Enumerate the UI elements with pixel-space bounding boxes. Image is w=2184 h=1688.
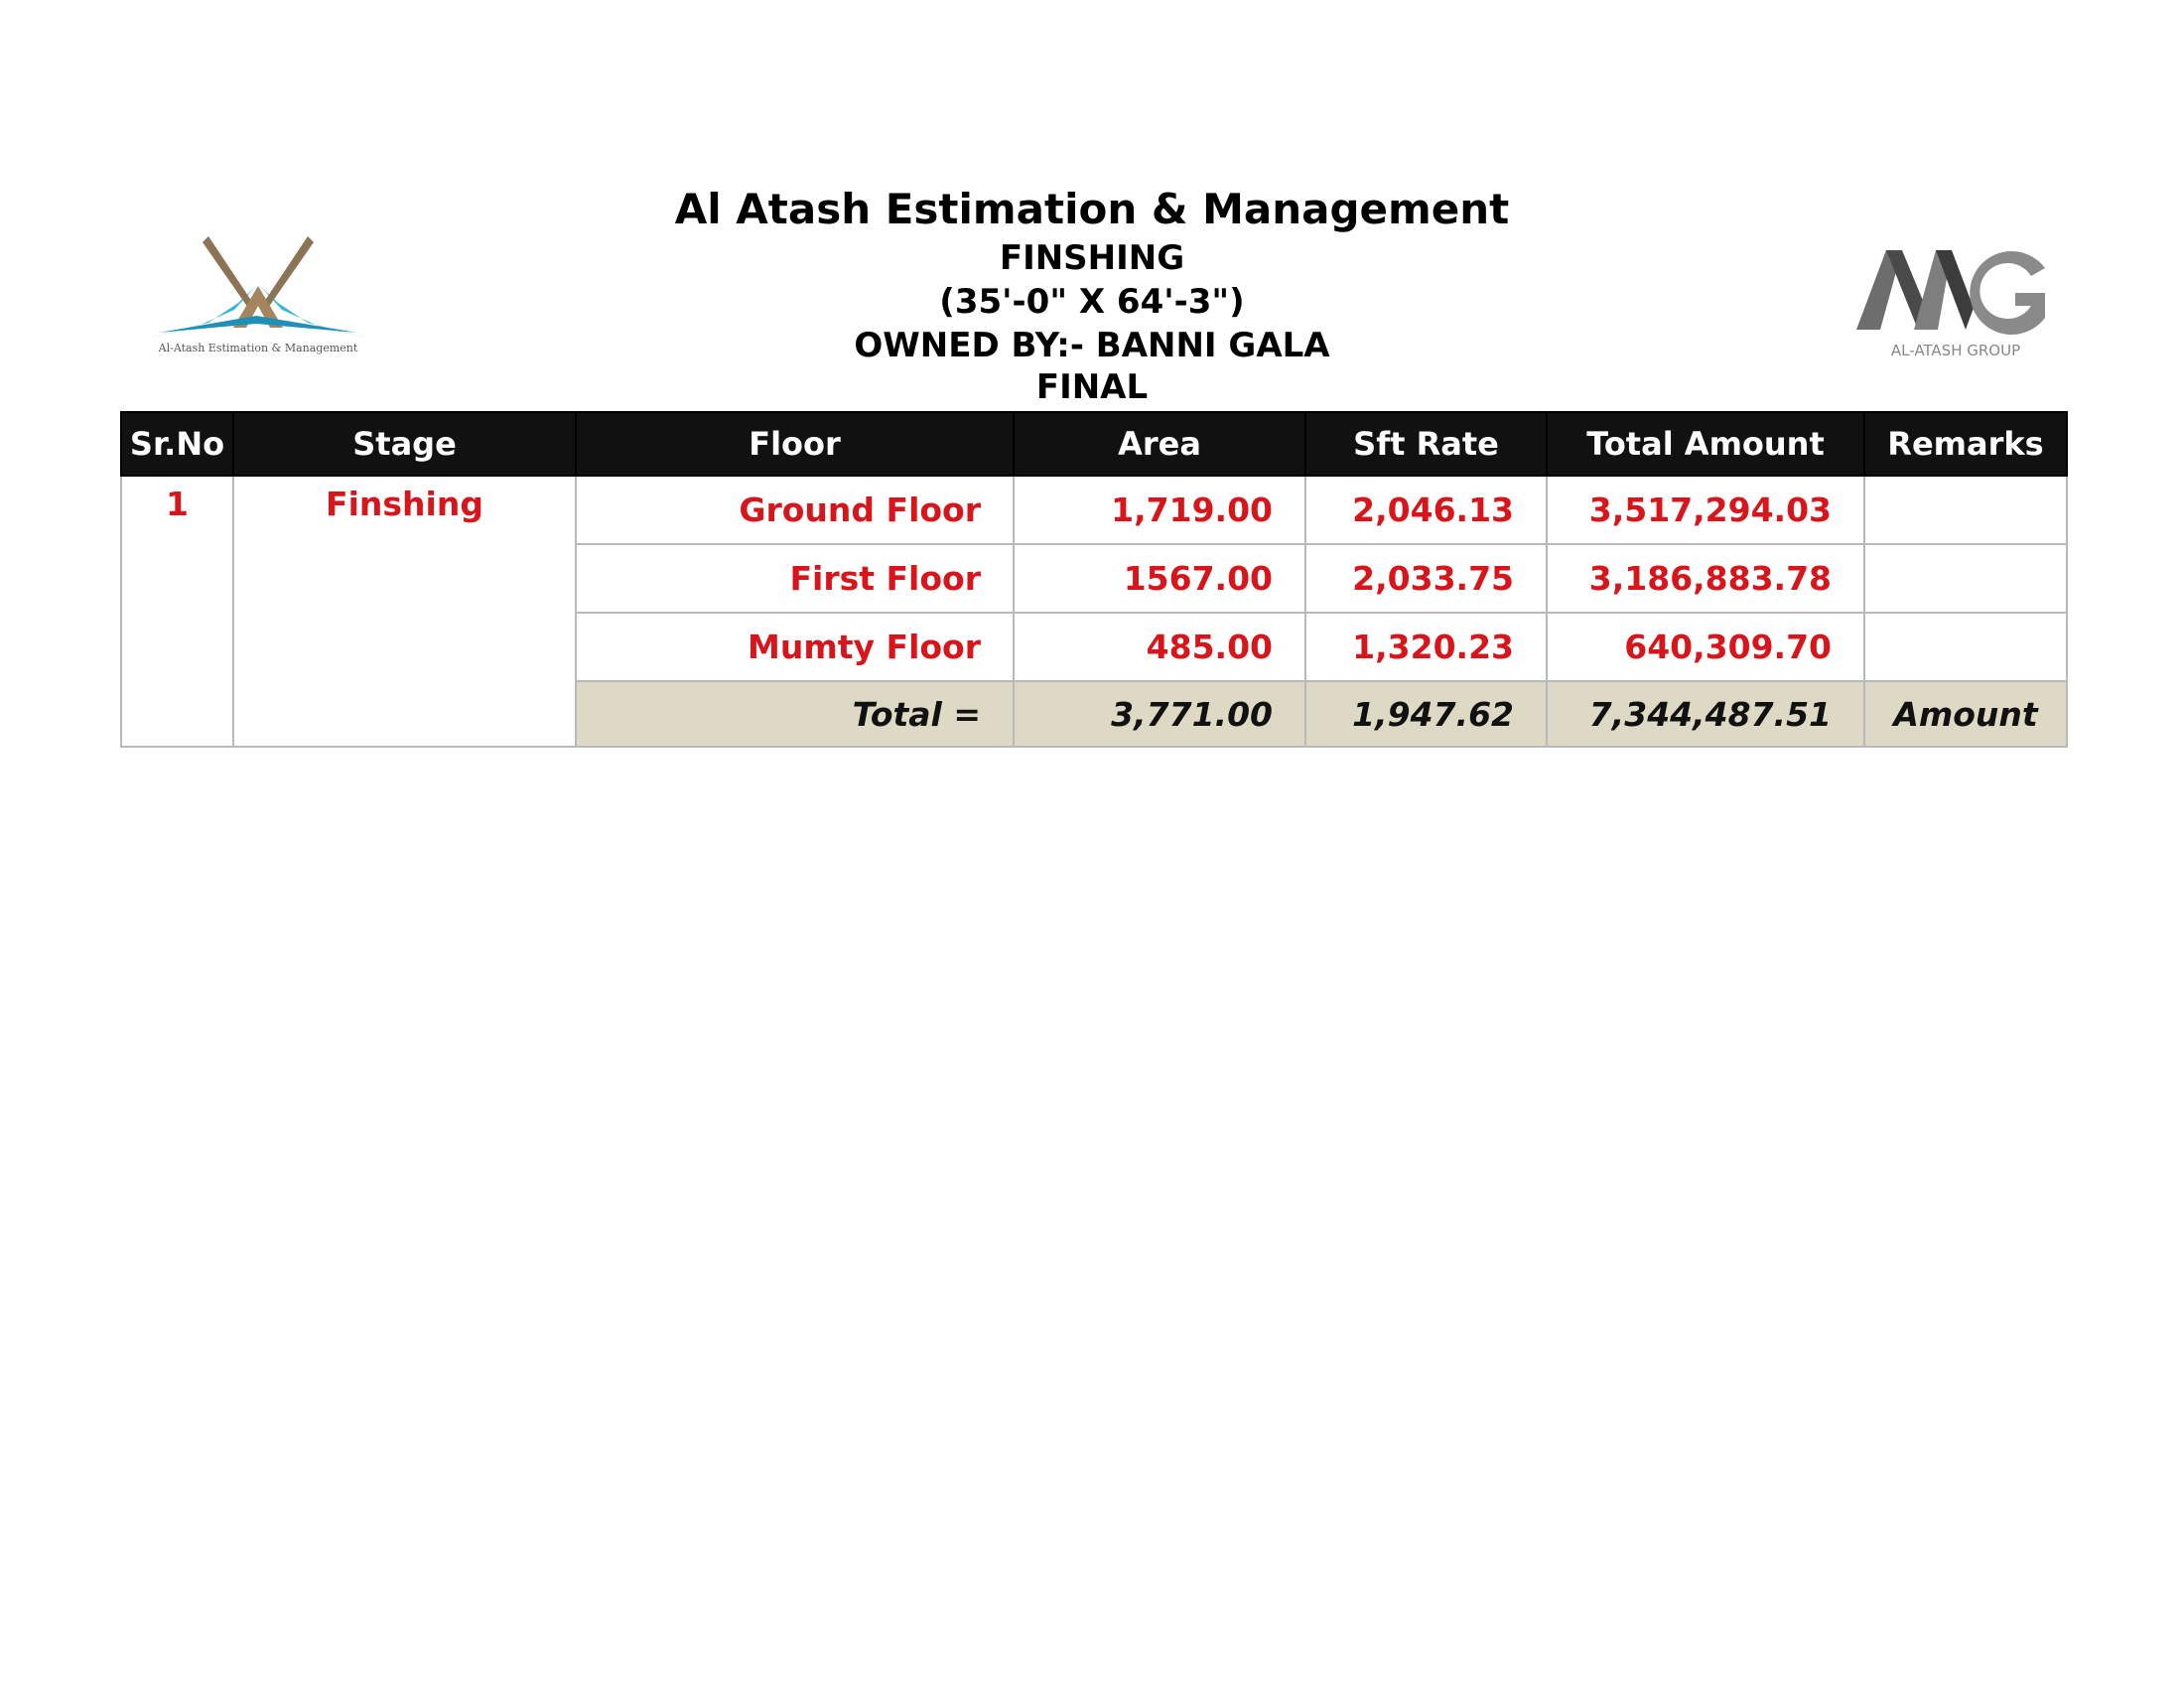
estimate-table: Sr.No Stage Floor Area Sft Rate Total Am…	[120, 411, 2068, 748]
header-sr-no: Sr.No	[120, 411, 234, 477]
grand-total-amount: 7,344,487.51	[1546, 680, 1865, 748]
remarks-cell	[1863, 475, 2068, 545]
header-floor: Floor	[575, 411, 1015, 477]
area-cell: 485.00	[1013, 612, 1306, 682]
remarks-cell	[1863, 543, 2068, 614]
sr-no-cell: 1	[120, 475, 234, 748]
total-row: Total = 3,771.00 1,947.62 7,344,487.51 A…	[121, 680, 2068, 748]
plot-dimensions: (35'-0" X 64'-3")	[939, 282, 1245, 322]
total-amount-cell: 640,309.70	[1546, 612, 1865, 682]
total-amount-cell: 3,186,883.78	[1546, 543, 1865, 614]
area-cell: 1,719.00	[1013, 475, 1306, 545]
floor-cell: Ground Floor	[575, 475, 1015, 545]
header-total-amount: Total Amount	[1546, 411, 1865, 477]
header-area: Area	[1013, 411, 1306, 477]
sft-rate-cell: 2,046.13	[1304, 475, 1548, 545]
table-header-row: Sr.No Stage Floor Area Sft Rate Total Am…	[120, 411, 2068, 477]
section-title: FINSHING	[999, 238, 1185, 278]
status-line: FINAL	[1035, 367, 1149, 407]
company-title: Al Atash Estimation & Management	[674, 185, 1510, 233]
remarks-cell	[1863, 612, 2068, 682]
total-sft-rate: 1,947.62	[1304, 680, 1548, 748]
floor-cell: First Floor	[575, 543, 1015, 614]
floor-cell: Mumty Floor	[575, 612, 1015, 682]
header-remarks: Remarks	[1863, 411, 2068, 477]
sft-rate-cell: 2,033.75	[1304, 543, 1548, 614]
header-stage: Stage	[232, 411, 577, 477]
left-logo-caption: Al-Atash Estimation & Management	[158, 342, 358, 354]
table-row: 1 Finshing Ground Floor 1,719.00 2,046.1…	[120, 475, 2068, 748]
area-cell: 1567.00	[1013, 543, 1306, 614]
header-sft-rate: Sft Rate	[1304, 411, 1548, 477]
total-amount-cell: 3,517,294.03	[1546, 475, 1865, 545]
right-logo-caption: AL-ATASH GROUP	[1891, 342, 2020, 359]
total-label: Total =	[575, 680, 1015, 748]
stage-cell: Finshing	[232, 475, 577, 748]
sft-rate-cell: 1,320.23	[1304, 612, 1548, 682]
table-row: First Floor 1567.00 2,033.75 3,186,883.7…	[121, 543, 2068, 614]
company-logo-left: Al-Atash Estimation & Management	[139, 228, 377, 357]
owner-line: OWNED BY:- BANNI GALA	[854, 326, 1330, 365]
total-remarks: Amount	[1863, 680, 2068, 748]
total-area: 3,771.00	[1013, 680, 1306, 748]
table-row: Mumty Floor 485.00 1,320.23 640,309.70	[121, 612, 2068, 682]
company-logo-right: AL-ATASH GROUP	[1856, 238, 2055, 362]
